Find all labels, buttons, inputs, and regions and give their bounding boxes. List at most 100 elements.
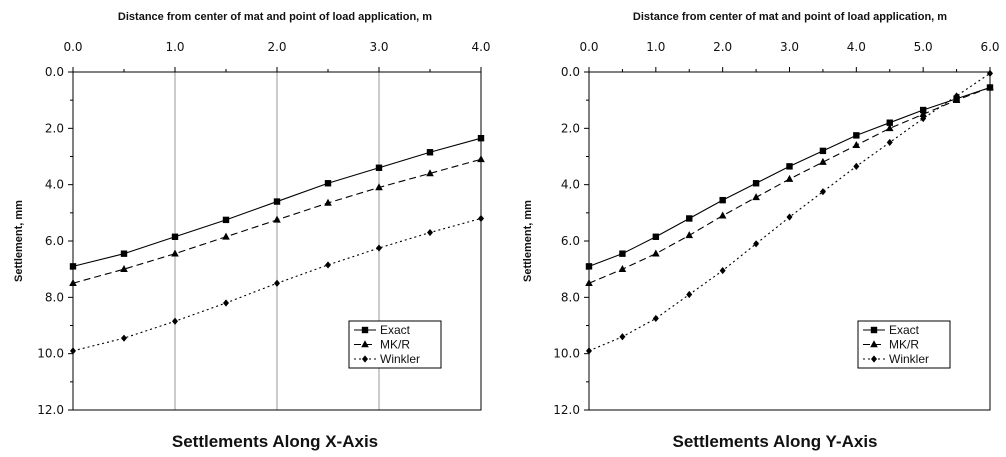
y-tick-label: 8.0 <box>45 290 64 304</box>
y-tick-label: 6.0 <box>561 234 580 248</box>
data-point <box>223 299 229 307</box>
legend-label: MK/R <box>889 338 919 352</box>
x-tick-label: 2.0 <box>267 40 286 54</box>
x-tick-label: 2.0 <box>713 40 732 54</box>
x-tick-label: 3.0 <box>780 40 799 54</box>
data-point <box>652 233 660 240</box>
series-line <box>588 72 991 352</box>
data-point <box>853 162 860 170</box>
legend-marker <box>361 340 369 348</box>
legend-label: Winkler <box>889 352 929 366</box>
y-tick-label: 10.0 <box>553 347 580 361</box>
data-point <box>324 180 332 187</box>
data-point <box>121 334 127 342</box>
data-point <box>70 347 76 355</box>
x-tick-label: 6.0 <box>980 40 999 54</box>
x-axis-title: Distance from center of mat and point of… <box>118 11 432 23</box>
data-point <box>585 263 593 270</box>
data-point <box>619 250 626 257</box>
data-point <box>171 249 179 257</box>
data-point <box>886 119 893 126</box>
x-tick-label: 0.0 <box>579 40 598 54</box>
x-tick-label: 3.0 <box>369 40 388 54</box>
data-point <box>585 279 593 287</box>
x-tick-label: 1.0 <box>165 40 184 54</box>
x-tick-label: 4.0 <box>847 40 866 54</box>
data-point <box>274 279 280 287</box>
series-line <box>588 86 991 284</box>
data-point <box>953 92 960 100</box>
x-tick-label: 0.0 <box>63 40 82 54</box>
y-tick-label: 12.0 <box>553 403 580 417</box>
data-point <box>886 138 893 147</box>
chart-title: Settlements Along X-Axis <box>172 432 378 451</box>
data-point <box>222 216 230 224</box>
data-point <box>686 215 693 222</box>
y-tick-label: 12.0 <box>37 403 64 417</box>
y-tick-label: 2.0 <box>561 121 580 135</box>
data-point <box>719 266 726 275</box>
x-tick-label: 1.0 <box>646 40 665 54</box>
data-point <box>273 198 281 205</box>
data-point <box>427 228 433 237</box>
y-tick-label: 6.0 <box>45 234 64 248</box>
data-point <box>819 157 827 165</box>
data-point <box>172 317 178 325</box>
data-point <box>752 180 760 187</box>
legend-label: Exact <box>380 323 411 337</box>
data-point <box>652 249 660 257</box>
data-point <box>477 155 485 163</box>
y-tick-label: 4.0 <box>561 178 580 192</box>
y-tick-label: 8.0 <box>561 290 580 304</box>
data-point <box>426 149 434 156</box>
data-point <box>120 264 128 272</box>
legend-label: MK/R <box>380 338 410 352</box>
legend-label: Winkler <box>380 352 420 366</box>
y-tick-label: 0.0 <box>45 65 64 79</box>
y-tick-label: 0.0 <box>561 65 580 79</box>
data-point <box>919 106 927 114</box>
y-axis-label: Settlement, mm <box>522 200 534 282</box>
series-mk-r <box>585 83 994 287</box>
data-point <box>920 114 927 123</box>
legend-marker <box>871 355 877 363</box>
legend-marker <box>362 355 368 363</box>
series-winkler <box>586 69 993 355</box>
data-point <box>853 132 860 139</box>
data-point <box>324 198 332 206</box>
x-axis-title: Distance from center of mat and point of… <box>633 11 947 23</box>
data-point <box>987 69 993 78</box>
series-winkler <box>70 214 484 355</box>
data-point <box>719 196 726 204</box>
data-point <box>325 261 331 269</box>
data-point <box>919 110 927 118</box>
data-point <box>752 193 760 201</box>
data-point <box>753 240 760 248</box>
data-point <box>619 333 626 341</box>
data-point <box>69 263 77 270</box>
x-tick-label: 5.0 <box>914 40 933 54</box>
data-point <box>685 231 694 239</box>
data-point <box>786 213 793 221</box>
data-point <box>426 169 434 177</box>
data-point <box>786 163 793 170</box>
y-tick-label: 2.0 <box>45 121 64 135</box>
data-point <box>375 164 383 171</box>
data-point <box>222 232 230 240</box>
legend-label: Exact <box>889 323 920 337</box>
series-exact <box>69 134 485 270</box>
data-point <box>718 211 727 219</box>
data-point <box>171 233 179 240</box>
y-tick-label: 4.0 <box>45 178 64 192</box>
legend-marker <box>361 326 369 334</box>
data-point <box>819 147 827 155</box>
legend-marker <box>870 340 878 348</box>
data-point <box>652 314 659 323</box>
data-point <box>885 124 894 132</box>
data-point <box>586 347 592 355</box>
data-point <box>852 141 861 149</box>
data-point <box>273 215 281 223</box>
